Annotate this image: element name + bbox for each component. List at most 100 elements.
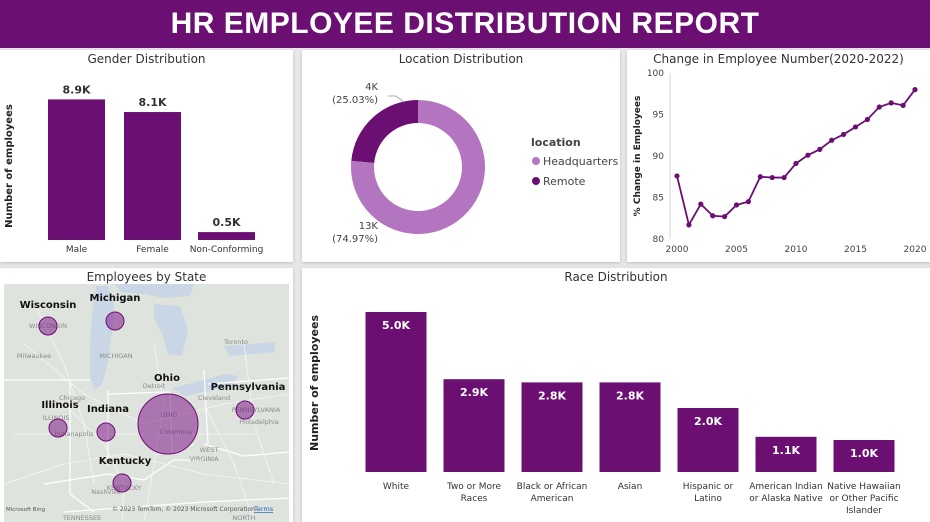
race-chart-title: Race Distribution [564, 270, 668, 284]
trend-y-tick-label: 80 [653, 235, 665, 245]
map-terms-link[interactable]: Terms [253, 505, 274, 513]
map-place-label: Nashville [91, 488, 121, 496]
race-bar [443, 379, 505, 472]
map-place-label: WEST [200, 446, 219, 454]
race-category-label: Latino [694, 494, 722, 504]
gender-category-label: Male [66, 245, 88, 255]
race-bar [755, 436, 817, 472]
map-bubble-ohio [137, 393, 199, 455]
map-attribution: © 2023 TomTom, © 2023 Microsoft Corporat… [112, 506, 255, 513]
map-bubble-label: Wisconsin [20, 300, 77, 311]
gender-category-label: Female [136, 245, 169, 255]
race-category-label: White [383, 482, 410, 492]
race-bar [833, 440, 895, 472]
gender-bar [48, 99, 105, 241]
location-chart-title: Location Distribution [398, 52, 524, 66]
map-place-label: Detroit [143, 382, 166, 390]
remote-percent-label: (25.03%) [332, 95, 378, 106]
race-category-label: Asian [618, 482, 643, 492]
race-data-label: 2.8K [616, 389, 644, 402]
race-category-label: Native Hawaiian [827, 482, 900, 492]
trend-line [676, 89, 916, 228]
map-bubble-michigan [105, 311, 125, 331]
race-data-label: 5.0K [382, 319, 410, 332]
map-bubble-label: Kentucky [99, 456, 152, 467]
race-y-axis-label: Number of employees [308, 315, 321, 451]
race-data-label: 2.8K [538, 389, 566, 402]
gender-chart-title: Gender Distribution [87, 52, 206, 66]
trend-point [769, 174, 775, 181]
race-chart: Number of employees 5.0K White 2.9K Two or M… [308, 312, 901, 516]
gender-panel: Gender Distribution Number of employees 8… [0, 50, 293, 262]
race-category-label: Black or African [517, 482, 588, 492]
race-category-label: or Other Pacific [829, 494, 898, 504]
trend-point [841, 131, 847, 138]
gender-bar [198, 232, 255, 240]
gender-bar [124, 112, 181, 240]
trend-x-tick-label: 2010 [785, 245, 808, 255]
map-bubble-label: Illinois [41, 400, 78, 411]
map-bubble-wisconsin [38, 316, 58, 336]
remote-value-label: 4K [365, 82, 378, 93]
race-category-label: or Alaska Native [749, 494, 823, 504]
trend-point [781, 174, 787, 181]
map-place-label: NORTH [233, 514, 256, 522]
trend-point [817, 146, 823, 152]
map-bubble-label: Pennsylvania [211, 382, 286, 393]
map-bing-logo: Microsoft Bing [6, 507, 45, 513]
remote-leader-line [388, 95, 405, 103]
location-panel: Location Distribution 4K (25.03%) 13K (74.9… [302, 50, 620, 262]
map-place-label: TENNESSEE [62, 514, 101, 522]
hq-leader-line [388, 215, 404, 223]
trend-point [793, 160, 799, 167]
trend-point [686, 222, 692, 228]
map-bubble-pennsylvania [235, 400, 255, 420]
map-place-label: MICHIGAN [99, 352, 132, 360]
map-bubble-illinois [48, 418, 68, 438]
legend-label-headquarters: Headquarters [543, 155, 619, 168]
trend-x-tick-label: 2020 [904, 245, 927, 255]
map-base-label-pennsylvania: PENNSYLVANIA [232, 406, 281, 414]
map-place-label: Philadelphia [239, 418, 279, 426]
map-place-label: Indianapolis [54, 430, 94, 438]
location-legend-title: location [531, 136, 581, 149]
map-place-label: Chicago [59, 394, 85, 402]
race-category-label: American Indian [749, 482, 822, 492]
trend-point [674, 173, 680, 179]
map-base-label-illinois: ILLINOIS [42, 414, 69, 422]
legend-dot-headquarters [532, 157, 540, 165]
trend-panel: Change in Employee Number(2020-2022) 80 8… [627, 50, 930, 262]
race-data-label: 2.9K [460, 386, 488, 399]
trend-y-axis-label: % Change in Employees [633, 96, 643, 217]
trend-chart: 80 85 90 95 100 2000 2005 2010 2015 2020 % Change … [633, 69, 927, 255]
lake-michigan [90, 286, 114, 390]
trend-y-tick-label: 85 [653, 194, 664, 204]
map-panel: Employees by State [0, 268, 293, 522]
race-bar [365, 312, 427, 472]
location-chart: 4K (25.03%) 13K (74.97%) location Headquarter… [332, 82, 619, 245]
state-map[interactable]: Milwaukee MICHIGAN Toronto Detroit Chicago Cl… [4, 284, 289, 522]
race-data-label: 2.0K [694, 415, 722, 428]
donut-slice-remote [351, 100, 418, 163]
trend-y-tick-label: 100 [647, 69, 664, 79]
trend-point [900, 102, 906, 108]
race-bar [521, 382, 583, 472]
map-bubble-indiana [96, 422, 116, 442]
gender-data-label: 0.5K [212, 216, 240, 229]
trend-point [698, 201, 704, 207]
map-title: Employees by State [86, 270, 207, 284]
trend-x-tick-label: 2000 [666, 245, 689, 255]
map-place-label: Milwaukee [17, 352, 51, 360]
legend-dot-remote [532, 177, 540, 185]
lake-huron [154, 304, 188, 356]
gender-data-label: 8.1K [138, 96, 166, 109]
lake-ontario [224, 342, 276, 356]
trend-point [876, 104, 882, 110]
hq-percent-label: (74.97%) [332, 234, 378, 245]
gender-data-label: 8.9K [62, 83, 90, 96]
gender-y-axis-label: Number of employees [4, 104, 15, 228]
lake-superior [114, 284, 194, 298]
hq-value-label: 13K [359, 221, 379, 232]
trend-point [710, 213, 716, 219]
map-bubble-label: Michigan [90, 293, 141, 304]
